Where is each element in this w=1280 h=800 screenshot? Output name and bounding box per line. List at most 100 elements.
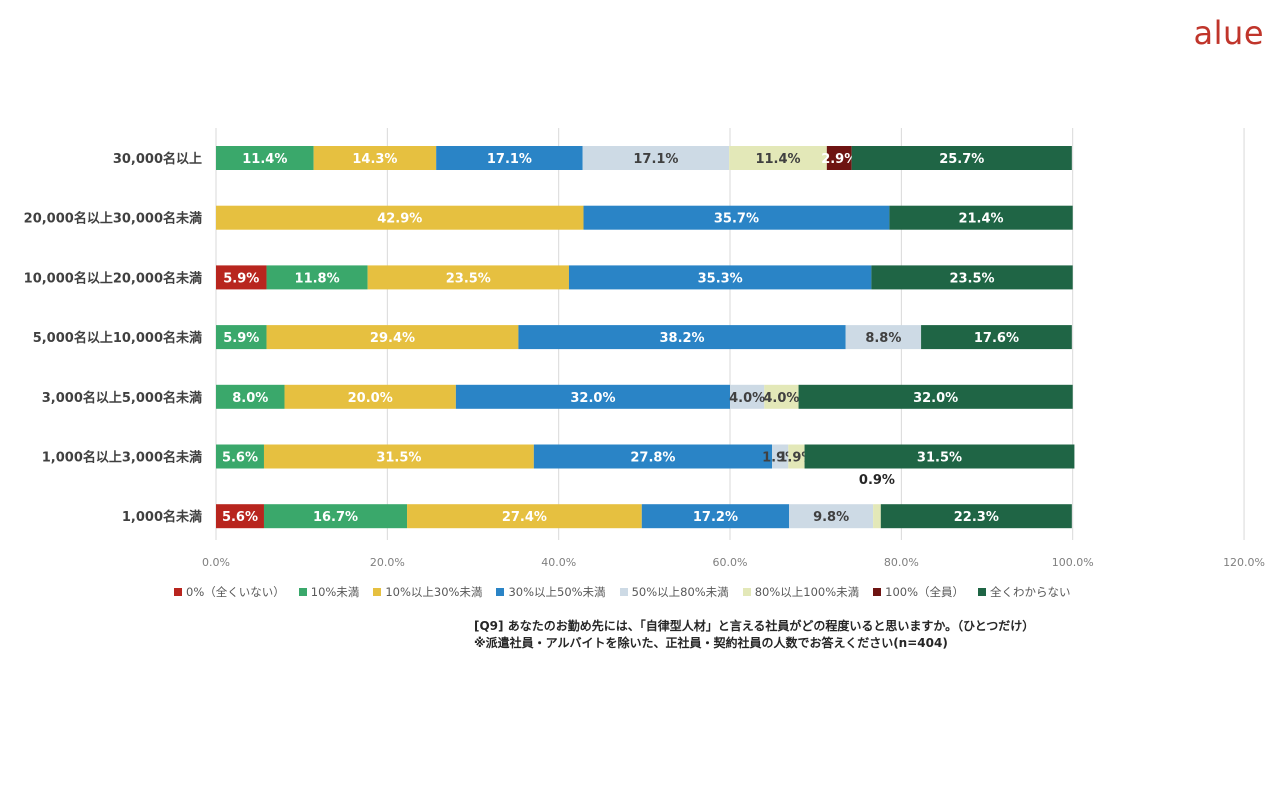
data-label: 32.0% xyxy=(913,391,958,406)
legend-label: 30%以上50%未満 xyxy=(508,585,606,599)
legend-swatch xyxy=(873,588,882,596)
bar-segment xyxy=(266,325,519,350)
data-label: 22.3% xyxy=(954,510,999,525)
data-label: 25.7% xyxy=(939,152,984,167)
data-label: 32.0% xyxy=(570,391,615,406)
bar-segment xyxy=(873,504,881,529)
legend-label: 全くわからない xyxy=(990,585,1071,599)
data-label: 31.5% xyxy=(917,451,962,466)
bar-segment xyxy=(367,265,569,290)
bar-segment xyxy=(216,384,285,409)
x-axis-tick-labels: 0.0% 20.0% 40.0% 60.0% 80.0% 100.0% 120.0% xyxy=(202,556,1265,569)
data-label: 14.3% xyxy=(352,152,397,167)
legend-label: 10%未満 xyxy=(310,585,360,599)
data-label: 17.1% xyxy=(487,152,532,167)
bar-segment xyxy=(851,146,1072,170)
bar-segment xyxy=(455,384,731,409)
bar-segment xyxy=(764,384,799,409)
question-text: [Q9] あなたのお勤め先には、「自律型人材」と言える社員がどの程度いると思いま… xyxy=(474,619,1035,633)
legend-item: 30%以上50%未満 xyxy=(496,584,606,600)
legend-swatch xyxy=(742,588,751,596)
bar-segment xyxy=(407,504,642,529)
data-label: 11.4% xyxy=(242,152,287,167)
legend-item: 50%以上80%未満 xyxy=(619,584,729,600)
survey-question-note: [Q9] あなたのお勤め先には、「自律型人材」と言える社員がどの程度いると思いま… xyxy=(474,618,1034,652)
data-label: 17.1% xyxy=(633,152,678,167)
stacked-bar-chart: 11.4% 14.3% 17.1% 17.1% 11.4% 2.9% 25.7% 42.9% 3… xyxy=(24,128,1265,569)
bar-segment xyxy=(788,444,805,469)
data-label: 38.2% xyxy=(659,331,704,346)
bar-segment xyxy=(436,146,583,170)
bar-segment xyxy=(216,325,267,350)
bar-segment xyxy=(582,146,730,170)
legend-item: 10%以上30%未満 xyxy=(373,584,482,600)
legend-swatch xyxy=(373,588,382,596)
data-label: 5.6% xyxy=(222,451,258,466)
category-label: 1,000名未満 xyxy=(122,509,202,525)
bar-segment xyxy=(871,265,1073,290)
data-label: 23.5% xyxy=(446,271,491,286)
bar-segment xyxy=(216,265,267,290)
category-label: 20,000名以上30,000名未満 xyxy=(24,211,202,227)
bar-segment xyxy=(216,205,584,230)
legend-label: 50%以上80%未満 xyxy=(631,585,729,599)
legend-item: 10%未満 xyxy=(298,584,360,600)
question-footnote: ※派遣社員・アルバイトを除いた、正社員・契約社員の人数でお答えください(n=40… xyxy=(474,636,948,650)
bar-segment xyxy=(216,444,264,469)
data-label: 11.4% xyxy=(755,152,800,167)
data-label: 17.6% xyxy=(974,331,1019,346)
data-label: 16.7% xyxy=(313,510,358,525)
bar-segment xyxy=(789,504,874,529)
legend-swatch xyxy=(496,588,505,596)
data-label: 9.8% xyxy=(813,510,849,525)
bar-segment xyxy=(730,384,765,409)
data-label: 27.8% xyxy=(630,451,675,466)
data-label: 5.6% xyxy=(222,510,258,525)
bar-segment xyxy=(313,146,437,170)
legend-label: 0%（全くいない） xyxy=(186,585,285,599)
data-label: 11.8% xyxy=(295,271,340,286)
x-tick-label: 100.0% xyxy=(1052,556,1094,569)
data-label: 29.4% xyxy=(370,331,415,346)
bar-segment xyxy=(266,265,368,290)
data-label: 21.4% xyxy=(958,212,1003,227)
bar-segment xyxy=(729,146,827,170)
data-label: 5.9% xyxy=(223,331,259,346)
bar-segment xyxy=(641,504,790,529)
bar-segment xyxy=(263,504,408,529)
category-label: 1,000名以上3,000名未満 xyxy=(42,450,202,466)
data-label: 2.9% xyxy=(821,152,857,167)
data-label: 20.0% xyxy=(348,391,393,406)
data-label: 27.4% xyxy=(502,510,547,525)
bar-segment xyxy=(804,444,1075,469)
data-label: 35.7% xyxy=(714,212,759,227)
bar-segment xyxy=(826,146,852,170)
legend-swatch xyxy=(298,588,307,596)
bar-segment xyxy=(263,444,534,469)
bar-segment xyxy=(583,205,890,230)
x-tick-label: 20.0% xyxy=(370,556,405,569)
legend-swatch xyxy=(978,588,987,596)
bar-segment xyxy=(845,325,922,350)
x-tick-label: 40.0% xyxy=(541,556,576,569)
data-label: 17.2% xyxy=(693,510,738,525)
bar-segment xyxy=(568,265,872,290)
data-label: 4.0% xyxy=(729,391,765,406)
bar-segment xyxy=(533,444,772,469)
data-label: 8.8% xyxy=(865,331,901,346)
legend-item: 0%（全くいない） xyxy=(174,584,285,600)
legend-label: 10%以上30%未満 xyxy=(385,585,483,599)
data-label: 42.9% xyxy=(377,212,422,227)
bar-segment xyxy=(216,146,314,170)
data-label: 31.5% xyxy=(376,451,421,466)
legend-item: 全くわからない xyxy=(978,584,1071,600)
data-label: 35.3% xyxy=(698,271,743,286)
legend-label: 80%以上100%未満 xyxy=(754,585,860,599)
bar-segment xyxy=(771,444,789,469)
bar-segment xyxy=(921,325,1072,350)
category-label: 3,000名以上5,000名未満 xyxy=(42,390,202,406)
bar-segment xyxy=(889,205,1073,230)
legend-item: 100%（全員） xyxy=(873,584,964,600)
category-labels: 30,000名以上 20,000名以上30,000名未満 10,000名以上20,0… xyxy=(24,151,202,525)
bar-segment xyxy=(880,504,1072,529)
